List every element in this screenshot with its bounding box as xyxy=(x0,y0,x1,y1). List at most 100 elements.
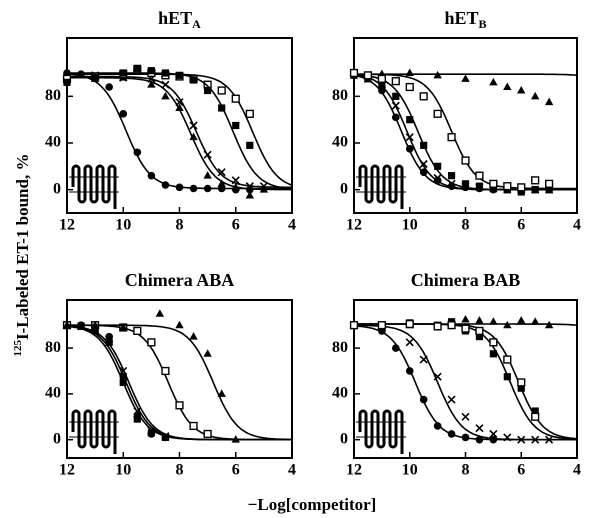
x-tick-label: 4 xyxy=(288,462,296,479)
point-triangle xyxy=(461,74,470,82)
point-circle xyxy=(203,184,212,193)
point-circle xyxy=(447,430,456,438)
point-open-square xyxy=(349,321,359,330)
x-tick-label: 4 xyxy=(573,217,581,234)
x-tick-label: 12 xyxy=(346,462,362,479)
x-tick-label: 10 xyxy=(115,462,131,479)
point-triangle xyxy=(147,80,156,88)
y-tick-label: 40 xyxy=(332,385,348,402)
panel-title: hETB xyxy=(444,8,486,31)
point-triangle xyxy=(119,322,128,331)
x-tick-label: 8 xyxy=(462,462,470,479)
title-main: hET xyxy=(444,8,478,28)
title-subscript: B xyxy=(479,17,487,31)
point-cross xyxy=(419,159,428,169)
x-tick-label: 8 xyxy=(176,217,184,234)
point-square xyxy=(91,327,99,335)
point-triangle xyxy=(405,68,414,76)
point-triangle xyxy=(517,86,526,94)
fit-curve xyxy=(67,75,292,189)
point-cross xyxy=(203,150,212,159)
point-square xyxy=(175,71,184,79)
point-open-square xyxy=(349,68,359,78)
point-circle xyxy=(175,183,184,192)
point-open-square xyxy=(545,179,554,188)
point-cross xyxy=(419,355,428,364)
point-square xyxy=(119,69,127,77)
fit-curve xyxy=(67,325,292,441)
receptor-icon xyxy=(358,164,404,209)
point-triangle xyxy=(217,389,226,397)
panel-title: hETA xyxy=(158,8,201,31)
y-tick-label: 80 xyxy=(332,87,348,104)
point-open-square xyxy=(447,321,456,330)
fit-curve xyxy=(67,324,292,441)
point-triangle xyxy=(62,320,72,329)
point-square xyxy=(246,141,254,149)
x-axis-label: −Log[competitor] xyxy=(248,495,377,514)
fit-curve xyxy=(67,324,292,441)
point-open-square xyxy=(517,378,526,387)
y-tick-label: 80 xyxy=(45,87,61,104)
point-circle xyxy=(475,435,484,444)
point-triangle xyxy=(231,435,240,443)
y-tick-label: 40 xyxy=(45,385,61,402)
fit-curve xyxy=(67,73,292,186)
point-open-square xyxy=(161,366,170,376)
x-tick-label: 8 xyxy=(462,217,470,234)
point-square xyxy=(161,433,170,441)
point-circle xyxy=(105,83,113,91)
point-open-square xyxy=(391,77,400,86)
x-tick-label: 4 xyxy=(573,462,581,479)
x-tick-label: 4 xyxy=(288,217,296,234)
x-tick-label: 10 xyxy=(402,462,418,479)
point-square xyxy=(461,180,470,188)
y-tick-label: 40 xyxy=(332,134,348,151)
fit-curve xyxy=(67,76,292,191)
point-square xyxy=(147,429,155,437)
x-tick-label: 10 xyxy=(115,217,131,234)
point-open-square xyxy=(531,412,540,421)
point-circle xyxy=(433,422,442,430)
receptor-icon xyxy=(71,409,117,454)
y-label-text: I-Labeled ET-1 bound, % xyxy=(13,154,32,340)
point-open-square xyxy=(531,176,540,185)
point-cross xyxy=(475,424,484,433)
point-square xyxy=(133,415,141,423)
point-open-square xyxy=(489,338,498,347)
x-tick-label: 6 xyxy=(232,217,240,234)
point-cross xyxy=(461,412,470,421)
y-tick-label: 0 xyxy=(53,430,61,447)
x-tick-label: 12 xyxy=(346,217,362,234)
point-open-square xyxy=(175,401,184,410)
point-open-square xyxy=(475,171,484,180)
point-triangle xyxy=(489,317,498,325)
point-open-square xyxy=(475,326,484,336)
point-square xyxy=(147,67,155,75)
point-open-square xyxy=(231,94,240,103)
point-square xyxy=(447,172,456,180)
point-triangle xyxy=(203,171,212,179)
panel-title: Chimera BAB xyxy=(411,270,521,290)
x-tick-label: 10 xyxy=(402,217,418,234)
point-open-square xyxy=(461,156,470,165)
point-triangle xyxy=(489,77,498,86)
point-open-square xyxy=(419,92,428,101)
point-triangle xyxy=(161,91,170,100)
point-triangle xyxy=(217,179,226,187)
point-square xyxy=(434,162,442,170)
point-square xyxy=(91,74,99,82)
point-open-square xyxy=(245,109,254,118)
point-triangle xyxy=(245,191,255,199)
point-cross xyxy=(503,433,512,442)
point-square xyxy=(133,64,141,72)
x-tick-label: 8 xyxy=(176,462,184,479)
point-open-square xyxy=(217,86,226,95)
point-open-square xyxy=(377,321,386,330)
point-square xyxy=(204,86,212,95)
title-main: hET xyxy=(158,8,192,28)
